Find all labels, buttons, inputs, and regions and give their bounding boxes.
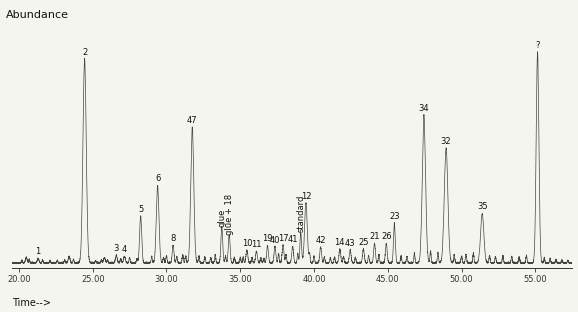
Text: 21: 21	[369, 232, 380, 241]
Text: Time-->: Time-->	[12, 298, 50, 308]
Text: 14: 14	[335, 238, 345, 247]
Text: 3: 3	[114, 244, 119, 253]
Text: 47: 47	[187, 116, 198, 124]
Text: standard: standard	[297, 195, 305, 232]
Text: 17: 17	[277, 234, 288, 243]
Text: 8: 8	[171, 234, 176, 243]
Text: 23: 23	[389, 212, 400, 221]
Text: glue: glue	[217, 208, 227, 227]
Text: 25: 25	[358, 238, 369, 247]
Text: 43: 43	[345, 239, 355, 248]
Text: Abundance: Abundance	[6, 10, 69, 20]
Text: 12: 12	[301, 192, 311, 201]
Text: 10: 10	[242, 239, 252, 248]
Text: 4: 4	[122, 245, 127, 254]
Text: 1: 1	[35, 247, 40, 256]
Text: 32: 32	[441, 137, 451, 146]
Text: 5: 5	[138, 205, 143, 214]
Text: 2: 2	[82, 48, 87, 56]
Text: 26: 26	[381, 232, 392, 241]
Text: 19: 19	[262, 234, 273, 243]
Text: 40: 40	[270, 236, 280, 245]
Text: 42: 42	[316, 236, 326, 245]
Text: 6: 6	[155, 174, 160, 183]
Text: 11: 11	[251, 240, 262, 249]
Text: 35: 35	[477, 202, 487, 211]
Text: 41: 41	[287, 235, 298, 244]
Text: ?: ?	[535, 41, 540, 50]
Text: 34: 34	[418, 104, 429, 113]
Text: glue + 18: glue + 18	[225, 194, 234, 235]
